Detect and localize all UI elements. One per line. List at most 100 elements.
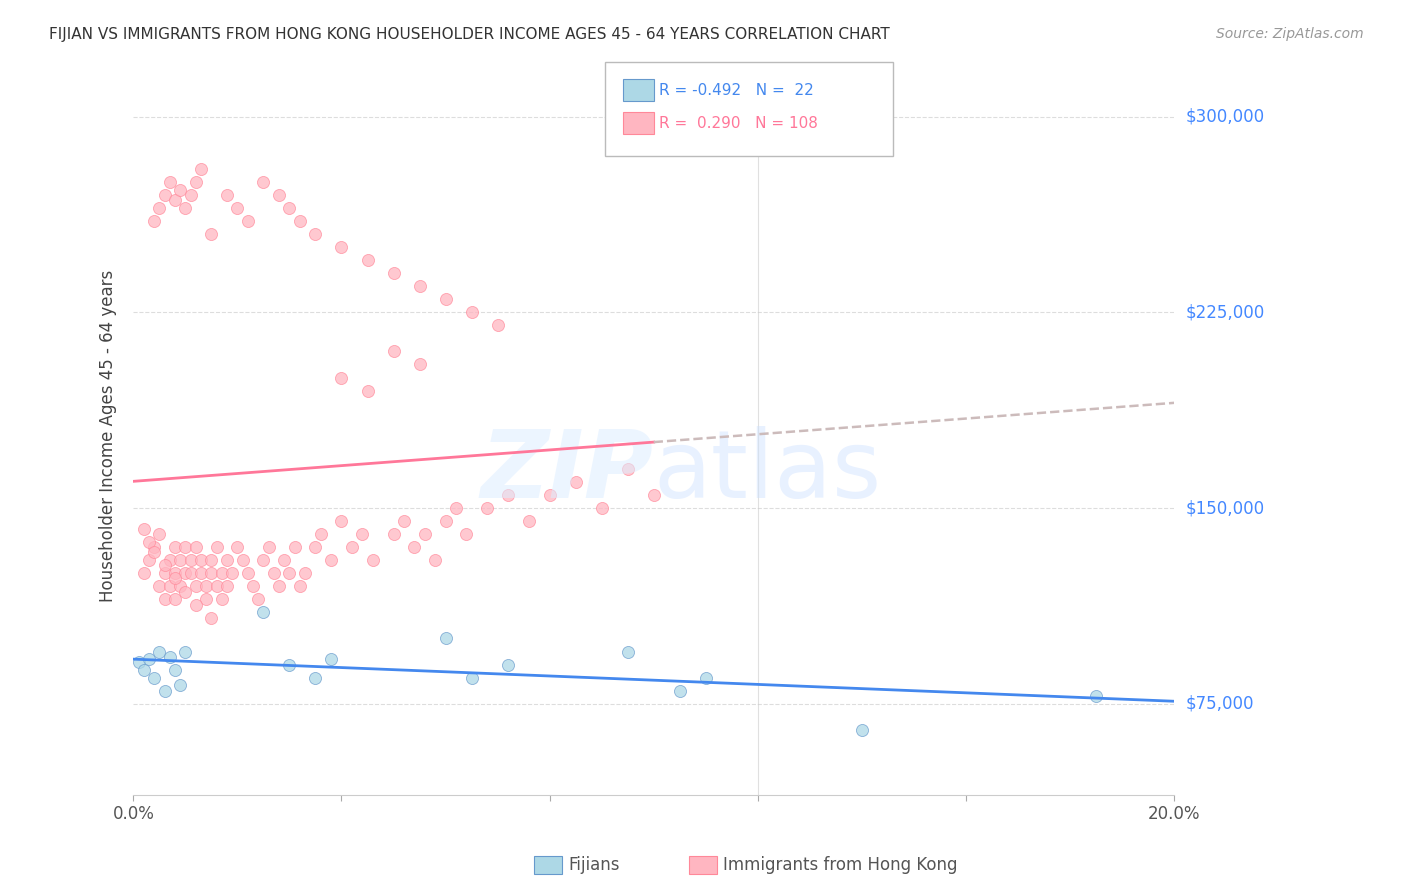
Point <box>288 579 311 593</box>
Point <box>200 553 222 567</box>
Point <box>252 606 274 620</box>
Point <box>143 214 166 228</box>
Point <box>153 566 176 581</box>
Text: ZIP: ZIP <box>481 426 654 518</box>
Point <box>153 187 176 202</box>
Point <box>304 227 326 241</box>
Point <box>668 683 690 698</box>
Point <box>128 655 150 669</box>
Point <box>496 657 519 672</box>
Point <box>148 527 170 541</box>
Point <box>356 253 378 268</box>
Point <box>643 488 665 502</box>
Point <box>205 579 228 593</box>
Point <box>153 592 176 607</box>
Point <box>211 566 233 581</box>
Point <box>267 187 290 202</box>
Point <box>247 592 270 607</box>
Point <box>444 501 467 516</box>
Point <box>200 610 222 624</box>
Point <box>169 553 191 567</box>
Point <box>163 566 186 581</box>
Point <box>143 671 166 685</box>
Point <box>163 592 186 607</box>
Point <box>616 462 638 476</box>
Point <box>184 540 207 554</box>
Text: $300,000: $300,000 <box>1185 108 1264 126</box>
Point <box>138 652 160 666</box>
Point <box>352 527 374 541</box>
Point <box>169 183 191 197</box>
Point <box>190 161 212 176</box>
Point <box>340 540 363 554</box>
Point <box>215 187 238 202</box>
Point <box>148 579 170 593</box>
Point <box>278 201 301 215</box>
Point <box>153 558 176 573</box>
Point <box>200 227 222 241</box>
Point <box>486 318 509 333</box>
Point <box>138 535 160 549</box>
Point <box>273 553 295 567</box>
Point <box>195 579 218 593</box>
Point <box>413 527 436 541</box>
Point <box>132 566 155 581</box>
Text: R = -0.492   N =  22: R = -0.492 N = 22 <box>659 83 814 97</box>
Point <box>423 553 446 567</box>
Point <box>319 553 342 567</box>
Point <box>278 657 301 672</box>
Point <box>319 652 342 666</box>
Point <box>517 514 540 528</box>
Point <box>330 514 353 528</box>
Point <box>169 579 191 593</box>
Point <box>163 193 186 207</box>
Point <box>132 522 155 536</box>
Point <box>564 475 586 489</box>
Point <box>284 540 307 554</box>
Point <box>163 663 186 677</box>
Point <box>356 384 378 398</box>
Point <box>174 566 197 581</box>
Point <box>236 214 259 228</box>
Point <box>226 201 249 215</box>
Point <box>169 678 191 692</box>
Point <box>257 540 280 554</box>
Point <box>304 671 326 685</box>
Point <box>163 572 186 586</box>
Point <box>330 370 353 384</box>
Y-axis label: Householder Income Ages 45 - 64 years: Householder Income Ages 45 - 64 years <box>100 270 117 602</box>
Point <box>267 579 290 593</box>
Point <box>174 584 197 599</box>
Point <box>263 566 285 581</box>
Point <box>180 566 202 581</box>
Point <box>278 566 301 581</box>
Point <box>460 671 482 685</box>
Text: $150,000: $150,000 <box>1185 499 1264 517</box>
Point <box>456 527 478 541</box>
Text: Fijians: Fijians <box>568 856 620 874</box>
Point <box>184 175 207 189</box>
Text: Source: ZipAtlas.com: Source: ZipAtlas.com <box>1216 27 1364 41</box>
Point <box>190 566 212 581</box>
Point <box>226 540 249 554</box>
Point <box>215 553 238 567</box>
Point <box>695 671 717 685</box>
Point <box>616 644 638 658</box>
Point <box>382 527 405 541</box>
Point <box>591 501 613 516</box>
Point <box>236 566 259 581</box>
Point <box>382 344 405 359</box>
Point <box>330 240 353 254</box>
Point <box>200 566 222 581</box>
Point <box>163 540 186 554</box>
Point <box>477 501 499 516</box>
Point <box>211 592 233 607</box>
Point <box>382 266 405 280</box>
Point <box>148 644 170 658</box>
Point <box>190 553 212 567</box>
Text: $75,000: $75,000 <box>1185 695 1254 713</box>
Point <box>159 553 181 567</box>
Point <box>304 540 326 554</box>
Text: atlas: atlas <box>654 426 882 518</box>
Point <box>232 553 254 567</box>
